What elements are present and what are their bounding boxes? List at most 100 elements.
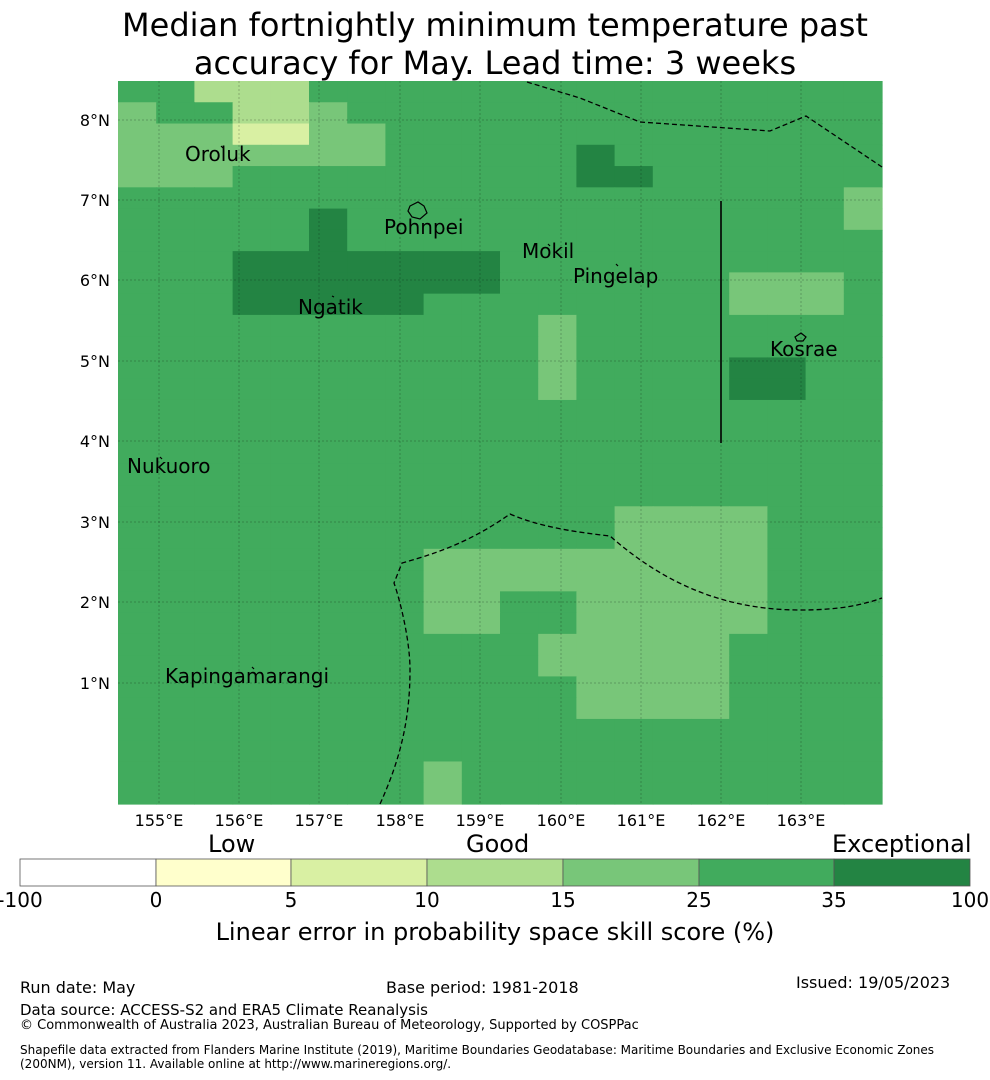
grid-cell [194, 378, 234, 401]
grid-cell [500, 527, 539, 550]
grid-cell [194, 102, 234, 125]
colorbar-tick: 15 [550, 888, 576, 912]
grid-cell [194, 399, 234, 422]
colorbar-tick: 0 [149, 888, 163, 912]
grid-cell [767, 527, 807, 550]
grid-cell [729, 761, 768, 784]
grid-cell [691, 357, 730, 380]
grid-cell [614, 676, 654, 699]
grid-cell [270, 463, 310, 486]
grid-cell [767, 399, 807, 422]
grid-cell [347, 761, 386, 784]
grid-cell [423, 123, 463, 146]
grid-cell [156, 740, 195, 763]
grid-cell [232, 463, 272, 486]
grid-cell [767, 144, 807, 167]
grid-cell [232, 718, 272, 741]
grid-cell [309, 761, 348, 784]
grid-cell [500, 570, 539, 592]
grid-cell [309, 144, 348, 167]
grid-cell [347, 591, 386, 614]
grid-cell [385, 166, 425, 188]
grid-cell [843, 612, 883, 635]
grid-cell [309, 229, 348, 252]
grid-cell [385, 102, 425, 125]
grid-cell [270, 272, 310, 295]
grid-cell [118, 208, 157, 231]
category-low: Low [208, 830, 256, 858]
grid-cell [691, 612, 730, 635]
grid-cell [270, 378, 310, 401]
grid-cell [843, 229, 883, 252]
grid-cell [194, 655, 234, 678]
grid-cell [118, 761, 157, 784]
grid-cell [232, 123, 272, 146]
grid-cell [729, 187, 768, 210]
grid-cell [385, 272, 425, 295]
grid-cell [270, 187, 310, 210]
grid-cell [538, 633, 577, 656]
grid-cell [461, 527, 501, 550]
grid-cell [232, 378, 272, 401]
grid-cell [729, 570, 768, 592]
grid-cell [614, 293, 654, 316]
grid-cell [423, 208, 463, 231]
grid-cell [691, 229, 730, 252]
grid-cell [614, 633, 654, 656]
grid-cell [194, 570, 234, 592]
grid-cell [767, 676, 807, 699]
grid-cell [118, 463, 157, 486]
grid-cell [423, 81, 463, 103]
grid-cell [347, 336, 386, 359]
longitude-tick-label: 159°E [456, 811, 505, 830]
grid-cell [156, 676, 195, 699]
grid-cell [461, 378, 501, 401]
grid-cell [691, 591, 730, 614]
grid-cell [691, 548, 730, 571]
grid-cell [538, 485, 577, 507]
grid-cell [691, 442, 730, 465]
grid-cell [347, 697, 386, 720]
grid-cell [691, 187, 730, 210]
grid-cell [729, 633, 768, 656]
grid-cell [270, 208, 310, 231]
grid-cell [385, 655, 425, 678]
grid-cell [614, 187, 654, 210]
grid-cell [805, 740, 845, 763]
grid-cell [614, 336, 654, 359]
grid-cell [385, 485, 425, 507]
grid-cell [347, 655, 386, 678]
grid-cell [767, 272, 807, 295]
copyright: © Commonwealth of Australia 2023, Austra… [20, 1018, 639, 1033]
grid-cell [270, 676, 310, 699]
grid-cell [270, 527, 310, 550]
grid-cell [538, 293, 577, 316]
grid-cell [576, 378, 616, 401]
grid-cell [118, 442, 157, 465]
grid-cell [309, 123, 348, 146]
mokil-island [547, 243, 551, 247]
grid-cell [347, 527, 386, 550]
grid-cell [309, 378, 348, 401]
grid-cell [767, 740, 807, 763]
grid-cell [118, 187, 157, 210]
grid-cell [461, 633, 501, 656]
grid-cell [843, 144, 883, 167]
grid-cell [614, 81, 654, 103]
grid-cell [614, 548, 654, 571]
category-exceptional: Exceptional [832, 830, 972, 858]
grid-cell [729, 655, 768, 678]
grid-cell [423, 463, 463, 486]
grid-cell [118, 548, 157, 571]
grid-cell [614, 442, 654, 465]
grid-cell [652, 655, 692, 678]
grid-cell [767, 442, 807, 465]
grid-cell [461, 123, 501, 146]
grid-cell [691, 208, 730, 231]
grid-cell [805, 485, 845, 507]
grid-cell [805, 208, 845, 231]
grid-cell [461, 336, 501, 359]
grid-cell [843, 166, 883, 188]
grid-cell [461, 166, 501, 188]
grid-cell [576, 548, 616, 571]
